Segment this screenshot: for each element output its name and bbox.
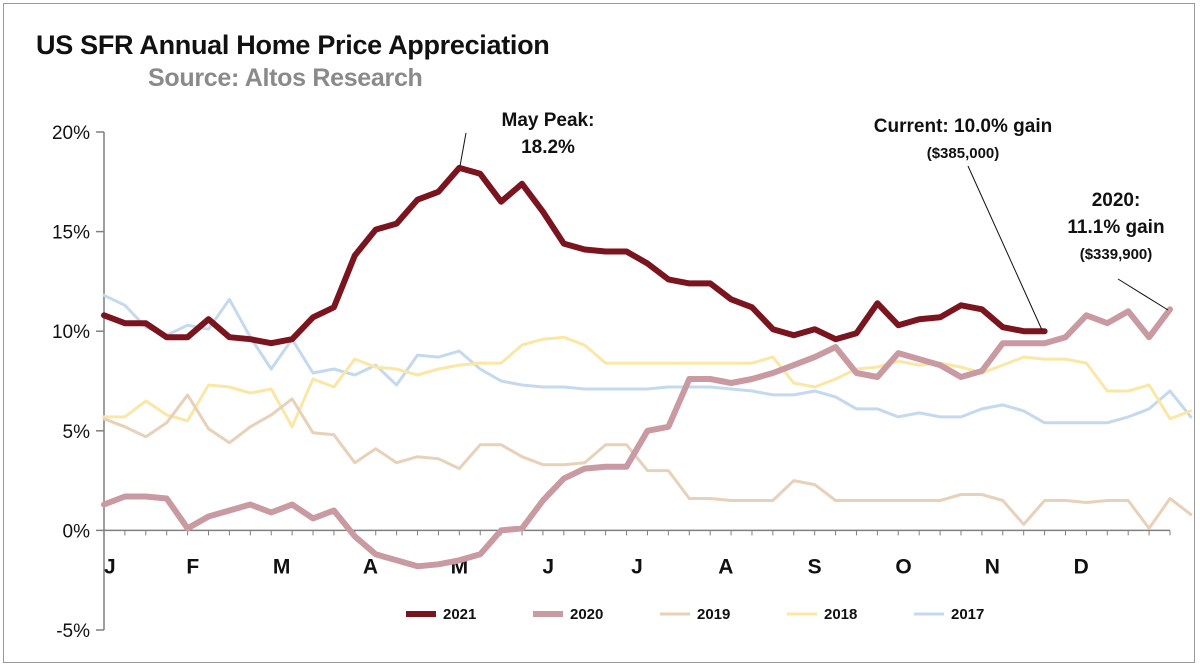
annotation-2020-line3: ($339,900) bbox=[1080, 246, 1153, 263]
legend-label-2018: 2018 bbox=[824, 606, 857, 623]
annotation-may-peak-line2: 18.2% bbox=[521, 137, 575, 158]
legend-label-2020: 2020 bbox=[570, 606, 603, 623]
legend-label-2017: 2017 bbox=[951, 606, 984, 623]
y-tick-label: 20% bbox=[52, 123, 90, 144]
series-line-2021 bbox=[101, 164, 1048, 347]
x-tick-label: S bbox=[808, 555, 822, 578]
legend: 2021 2020 2019 2018 2017 bbox=[406, 606, 984, 623]
chart-frame bbox=[3, 3, 1195, 663]
y-tick-label: 10% bbox=[52, 322, 90, 343]
x-tick-label: A bbox=[718, 555, 733, 578]
annotation-leader-2020 bbox=[1117, 278, 1169, 311]
series-line-2020 bbox=[101, 306, 1173, 570]
annotation-leader-may-peak bbox=[459, 132, 467, 167]
y-tick-label: -5% bbox=[56, 621, 90, 642]
x-tick-label: J bbox=[631, 555, 643, 578]
annotation-2020-line2: 11.1% gain bbox=[1067, 217, 1164, 238]
y-tick-label: 5% bbox=[63, 422, 91, 443]
annotation-current-line2: ($385,000) bbox=[927, 145, 1000, 162]
legend-label-2019: 2019 bbox=[697, 606, 730, 623]
x-tick-label: O bbox=[895, 555, 911, 578]
annotation-may-peak-line1: May Peak: bbox=[502, 110, 595, 131]
axes: 20%15%10%5%0%-5%J F M A M J J A S O N D bbox=[52, 123, 1171, 642]
x-tick-label: N bbox=[985, 555, 1000, 578]
x-tick-label: F bbox=[186, 555, 199, 578]
annotations: May Peak: 18.2% Current: 10.0% gain ($38… bbox=[459, 110, 1169, 331]
annotation-current-line1: Current: 10.0% gain bbox=[874, 116, 1052, 137]
x-tick-label: A bbox=[363, 555, 378, 578]
series-line-2018 bbox=[102, 335, 1193, 429]
series-line-2019 bbox=[102, 393, 1193, 530]
chart-subtitle: Source: Altos Research bbox=[148, 64, 423, 92]
y-tick-label: 0% bbox=[63, 521, 91, 542]
legend-label-2021: 2021 bbox=[443, 606, 476, 623]
annotation-leader-current bbox=[967, 165, 1043, 331]
annotation-2020-line1: 2020: bbox=[1092, 190, 1141, 211]
series-lines bbox=[101, 164, 1193, 570]
x-tick-label: J bbox=[542, 555, 554, 578]
x-tick-label: M bbox=[273, 555, 291, 578]
x-tick-label: D bbox=[1074, 555, 1089, 578]
x-tick-label: J bbox=[104, 555, 116, 578]
series-line-2017 bbox=[102, 293, 1193, 425]
chart-title: US SFR Annual Home Price Appreciation bbox=[36, 30, 550, 60]
y-tick-label: 15% bbox=[52, 223, 90, 244]
